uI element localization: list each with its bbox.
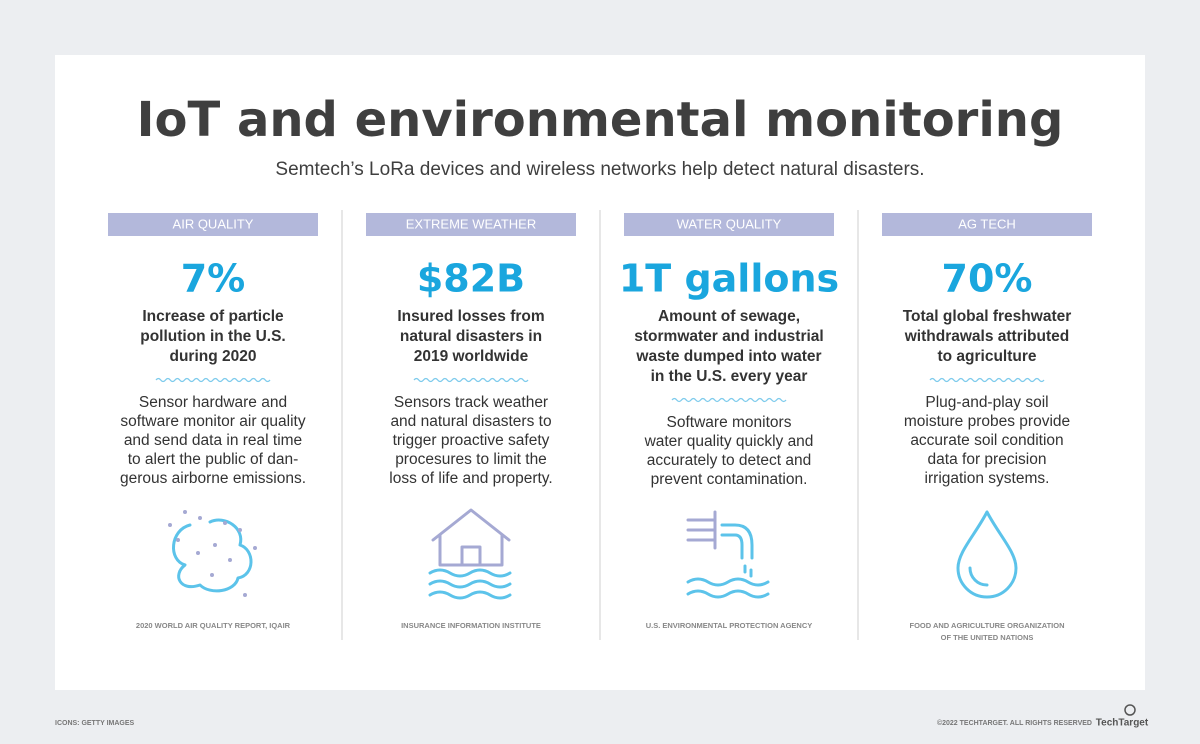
headline: natural disasters in [400, 328, 542, 345]
headline: Total global freshwater [903, 308, 1072, 325]
category: EXTREME WEATHER [406, 216, 537, 231]
headline: Amount of sewage, [658, 308, 800, 325]
stat: 70% [942, 257, 1033, 301]
body-text: procesures to limit the [395, 451, 547, 468]
headline: Increase of particle [142, 308, 284, 325]
subtitle: Semtech’s LoRa devices and wireless netw… [275, 159, 924, 180]
category-box [882, 213, 1092, 236]
headline: during 2020 [170, 348, 257, 365]
body-text: Sensors track weather [394, 394, 548, 411]
category-box [366, 213, 576, 236]
category: AG TECH [958, 216, 1016, 231]
category: AIR QUALITY [173, 216, 254, 231]
source: INSURANCE INFORMATION INSTITUTE [401, 621, 541, 630]
category: WATER QUALITY [677, 216, 782, 231]
headline: pollution in the U.S. [140, 328, 286, 345]
headline: stormwater and industrial [634, 328, 823, 345]
source: OF THE UNITED NATIONS [941, 633, 1034, 642]
logo-mark [1124, 704, 1136, 716]
body-text: to alert the public of dan- [128, 451, 299, 468]
logo: TechTarget [1096, 718, 1149, 729]
source: U.S. ENVIRONMENTAL PROTECTION AGENCY [646, 621, 813, 630]
stat: $82B [417, 257, 525, 301]
body-text: software monitor air quality [120, 413, 305, 430]
body-text: loss of life and property. [389, 470, 552, 487]
wave-divider [155, 377, 271, 383]
body-text: and natural disasters to [390, 413, 551, 430]
title: IoT and environmental monitoring [137, 92, 1064, 148]
category-box [624, 213, 834, 236]
credits: ICONS: GETTY IMAGES [55, 720, 135, 727]
body-text: Plug-and-play soil [925, 394, 1048, 411]
air-icon [168, 510, 257, 597]
source: 2020 WORLD AIR QUALITY REPORT, IQAIR [136, 621, 291, 630]
body-text: Sensor hardware and [139, 394, 287, 411]
headline: to agriculture [937, 348, 1036, 365]
headline: waste dumped into water [635, 348, 821, 365]
headline: in the U.S. every year [651, 368, 808, 385]
body-text: accurate soil condition [910, 432, 1063, 449]
headline: withdrawals attributed [904, 328, 1070, 345]
wave-divider [671, 397, 787, 403]
body-text: trigger proactive safety [393, 432, 550, 449]
wave-divider [413, 377, 529, 383]
stat: 1T gallons [619, 257, 839, 301]
body-text: water quality quickly and [644, 433, 814, 450]
pipe-icon [686, 510, 770, 599]
body-text: accurately to detect and [647, 452, 812, 469]
source: FOOD AND AGRICULTURE ORGANIZATION [910, 621, 1065, 630]
house-icon [428, 508, 512, 600]
category-box [108, 213, 318, 236]
copyright: ©2022 TECHTARGET. ALL RIGHTS RESERVED [937, 719, 1092, 727]
body-text: gerous airborne emissions. [120, 470, 306, 487]
stat: 7% [181, 257, 246, 301]
body-text: irrigation systems. [925, 470, 1050, 487]
body-text: prevent contamination. [651, 471, 808, 488]
headline: 2019 worldwide [414, 348, 529, 365]
body-text: data for precision [928, 451, 1047, 468]
headline: Insured losses from [397, 308, 544, 325]
body-text: moisture probes provide [904, 413, 1070, 430]
body-text: and send data in real time [124, 432, 302, 449]
drop-icon [956, 510, 1018, 599]
wave-divider [929, 377, 1045, 383]
body-text: Software monitors [667, 414, 792, 431]
